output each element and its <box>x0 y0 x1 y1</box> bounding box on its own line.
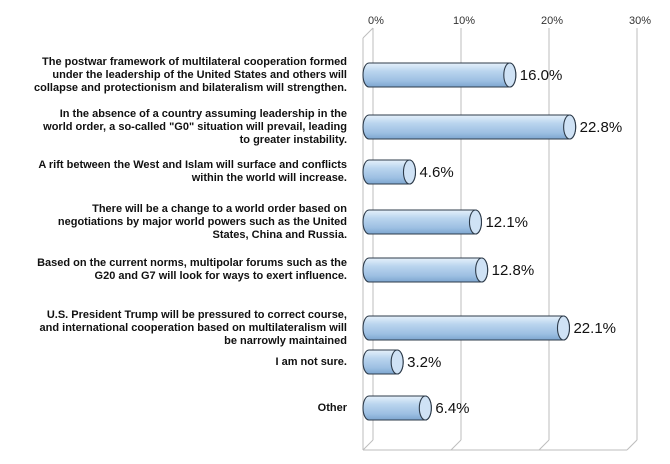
category-label: In the absence of a country assuming lea… <box>2 108 347 147</box>
data-label: 16.0% <box>520 67 563 84</box>
category-label: The postwar framework of multilateral co… <box>2 56 347 95</box>
bar-body <box>362 209 483 235</box>
bar-body <box>362 62 517 88</box>
category-label-line: In the absence of a country assuming lea… <box>59 107 347 120</box>
category-label: Based on the current norms, multipolar f… <box>2 257 347 283</box>
bar-end-cap <box>402 159 417 185</box>
bar-end-cap <box>503 62 517 88</box>
category-label-line: States, China and Russia. <box>212 228 347 241</box>
category-label: A rift between the West and Islam will s… <box>2 159 347 185</box>
category-label-line: I am not sure. <box>275 355 347 368</box>
bar: 22.1% <box>362 315 616 341</box>
data-label: 12.8% <box>492 262 535 279</box>
category-label-line: U.S. President Trump will be pressured t… <box>46 308 347 321</box>
category-label-line: The postwar framework of multilateral co… <box>42 55 347 68</box>
x-tick-label: 0% <box>368 15 384 27</box>
left-axis-top <box>362 27 374 39</box>
bar-body <box>362 114 577 140</box>
category-label: U.S. President Trump will be pressured t… <box>2 309 347 348</box>
bar-body <box>362 315 571 341</box>
category-label-line: under the leadership of the United State… <box>52 68 347 81</box>
data-label: 22.8% <box>580 119 623 136</box>
x-tick-label: 30% <box>629 15 651 27</box>
category-label-line: negotiations by major world powers such … <box>57 215 347 228</box>
category-label-line: Other <box>317 401 347 414</box>
category-label-line: collapse and protectionism and bilateral… <box>34 81 347 94</box>
gridline-floor-0 <box>362 439 374 451</box>
bar: 6.4% <box>362 395 470 421</box>
x-tick-label: 20% <box>541 15 563 27</box>
bar-end-cap <box>556 315 571 341</box>
category-label-line: world order, a so-called "G0" situation … <box>43 120 347 133</box>
data-label: 12.1% <box>485 214 528 231</box>
category-label-line: to greater instability. <box>239 133 347 146</box>
bar: 22.8% <box>362 114 623 140</box>
gridline-floor-30 <box>626 439 638 451</box>
bar-end-cap <box>390 349 404 375</box>
gridline-floor-20 <box>538 439 550 451</box>
bar-end-cap <box>418 395 432 421</box>
bar: 4.6% <box>362 159 454 185</box>
bar: 16.0% <box>362 62 563 88</box>
category-label-line: G20 and G7 will look for ways to exert i… <box>94 270 347 282</box>
category-label-line: Based on the current norms, multipolar f… <box>37 257 347 269</box>
category-label: Other <box>2 402 347 415</box>
category-label-line: A rift between the West and Islam will s… <box>38 159 347 171</box>
bar: 12.1% <box>362 209 528 235</box>
data-label: 3.2% <box>407 354 441 371</box>
data-label: 22.1% <box>573 320 616 337</box>
gridline-floor-10 <box>450 439 462 451</box>
bar-body <box>362 257 489 283</box>
category-label-line: There will be a change to a world order … <box>92 202 347 215</box>
category-label-line: be narrowly maintained <box>224 334 347 347</box>
data-label: 6.4% <box>435 400 469 417</box>
bar: 3.2% <box>362 349 441 375</box>
bar-end-cap <box>475 257 489 283</box>
category-label-line: within the world will increase. <box>191 172 347 184</box>
data-label: 4.6% <box>419 164 453 181</box>
bar: 12.8% <box>362 257 535 283</box>
bar-end-cap <box>468 209 483 235</box>
x-tick-label: 10% <box>453 15 475 27</box>
category-label: I am not sure. <box>2 356 347 369</box>
category-label: There will be a change to a world order … <box>2 203 347 242</box>
category-label-line: and international cooperation based on m… <box>39 321 347 334</box>
bar-end-cap <box>563 114 577 140</box>
